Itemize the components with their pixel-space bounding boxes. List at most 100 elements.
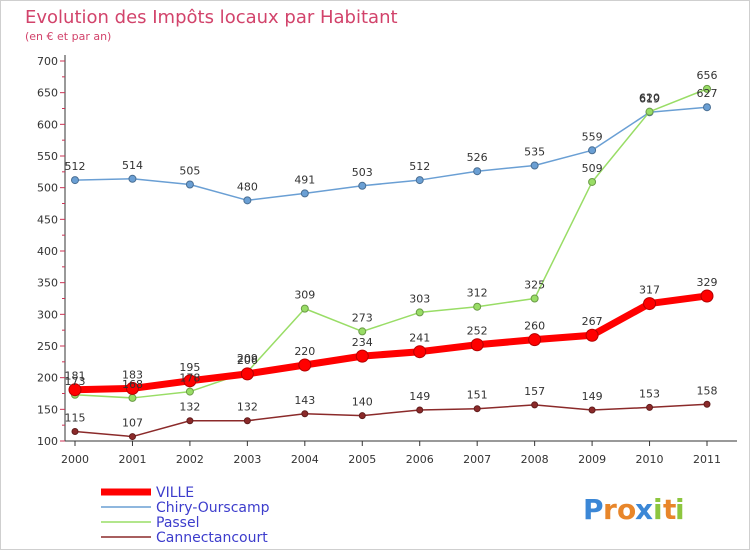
y-tick-label: 200 (37, 372, 58, 385)
y-tick-label: 450 (37, 213, 58, 226)
data-label: 317 (639, 284, 660, 297)
data-label: 619 (639, 92, 660, 105)
data-label: 143 (294, 394, 315, 407)
data-label: 206 (237, 354, 258, 367)
data-label: 329 (697, 276, 718, 289)
data-point (700, 289, 714, 303)
data-point (416, 406, 424, 414)
data-point (473, 405, 481, 413)
data-point (243, 417, 251, 425)
logo-letter: P (583, 493, 604, 526)
data-point (415, 176, 424, 185)
data-point (415, 308, 424, 317)
data-point (71, 176, 79, 185)
data-label: 325 (524, 279, 545, 292)
data-label: 181 (65, 370, 86, 383)
y-tick-label: 600 (37, 118, 58, 131)
data-point (125, 381, 139, 395)
data-point (301, 410, 309, 418)
x-tick-label: 2005 (348, 453, 376, 466)
data-label: 514 (122, 159, 143, 172)
data-label: 491 (294, 173, 315, 186)
data-label: 234 (352, 336, 373, 349)
y-tick-label: 650 (37, 87, 58, 100)
y-tick-label: 400 (37, 245, 58, 258)
y-tick-label: 700 (37, 55, 58, 68)
legend-label: Passel (156, 515, 199, 531)
data-label: 149 (409, 390, 430, 403)
data-point (588, 406, 596, 414)
data-point (585, 328, 599, 342)
data-label: 260 (524, 320, 545, 333)
data-label: 168 (122, 378, 143, 391)
data-point (473, 167, 482, 176)
series-line-3 (74, 403, 708, 438)
data-label: 107 (122, 417, 143, 430)
data-point (646, 403, 654, 411)
data-label: 149 (582, 390, 603, 403)
x-tick-label: 2003 (233, 453, 261, 466)
data-point (300, 304, 309, 313)
data-point (413, 345, 427, 359)
data-point (243, 196, 252, 205)
data-point (185, 387, 194, 396)
data-label: 157 (524, 385, 545, 398)
data-label: 195 (179, 361, 200, 374)
data-point (703, 400, 711, 408)
data-point (128, 433, 136, 441)
x-tick-label: 2008 (521, 453, 549, 466)
data-point (531, 401, 539, 409)
data-point (358, 412, 366, 420)
data-point (355, 349, 369, 363)
data-label: 115 (65, 412, 86, 425)
logo-letter: x (635, 493, 653, 526)
data-label: 132 (237, 401, 258, 414)
data-point (185, 180, 194, 189)
data-label: 209 (237, 352, 258, 365)
legend-label: Chiry-Ourscamp (156, 500, 270, 516)
data-label: 158 (697, 384, 718, 397)
data-label: 151 (467, 389, 488, 402)
y-tick-label: 100 (37, 435, 58, 448)
data-point (473, 302, 482, 311)
y-tick-label: 250 (37, 340, 58, 353)
logo-letter: r (603, 493, 617, 526)
data-label: 512 (65, 160, 86, 173)
data-label: 535 (524, 146, 545, 159)
data-label: 627 (697, 87, 718, 100)
x-tick-label: 2009 (578, 453, 606, 466)
data-label: 620 (639, 92, 660, 105)
data-label: 153 (639, 387, 660, 400)
data-point (528, 333, 542, 347)
data-point (588, 177, 597, 186)
data-point (643, 297, 657, 311)
chart-subtitle: (en € et par an) (25, 30, 111, 43)
data-label: 220 (294, 345, 315, 358)
data-label: 309 (294, 289, 315, 302)
data-label: 505 (179, 165, 200, 178)
x-tick-label: 2002 (176, 453, 204, 466)
y-tick-label: 150 (37, 403, 58, 416)
logo-letter: i (653, 493, 663, 526)
series-line-0 (74, 292, 708, 394)
x-tick-label: 2007 (463, 453, 491, 466)
y-tick-label: 300 (37, 308, 58, 321)
data-point (68, 383, 82, 397)
data-label: 273 (352, 311, 373, 324)
data-label: 503 (352, 166, 373, 179)
data-label: 656 (697, 69, 718, 82)
data-label: 132 (179, 401, 200, 414)
data-point (128, 393, 137, 402)
data-label: 559 (582, 130, 603, 143)
data-point (588, 146, 597, 155)
legend-label: Cannectancourt (156, 530, 268, 546)
data-label: 480 (237, 180, 258, 193)
plot-area: 115 107 132 132 143 140 149 151 157 149 153 158 512 5… (65, 69, 718, 441)
data-label: 173 (65, 375, 86, 388)
data-point (470, 338, 484, 352)
data-point (240, 367, 254, 381)
